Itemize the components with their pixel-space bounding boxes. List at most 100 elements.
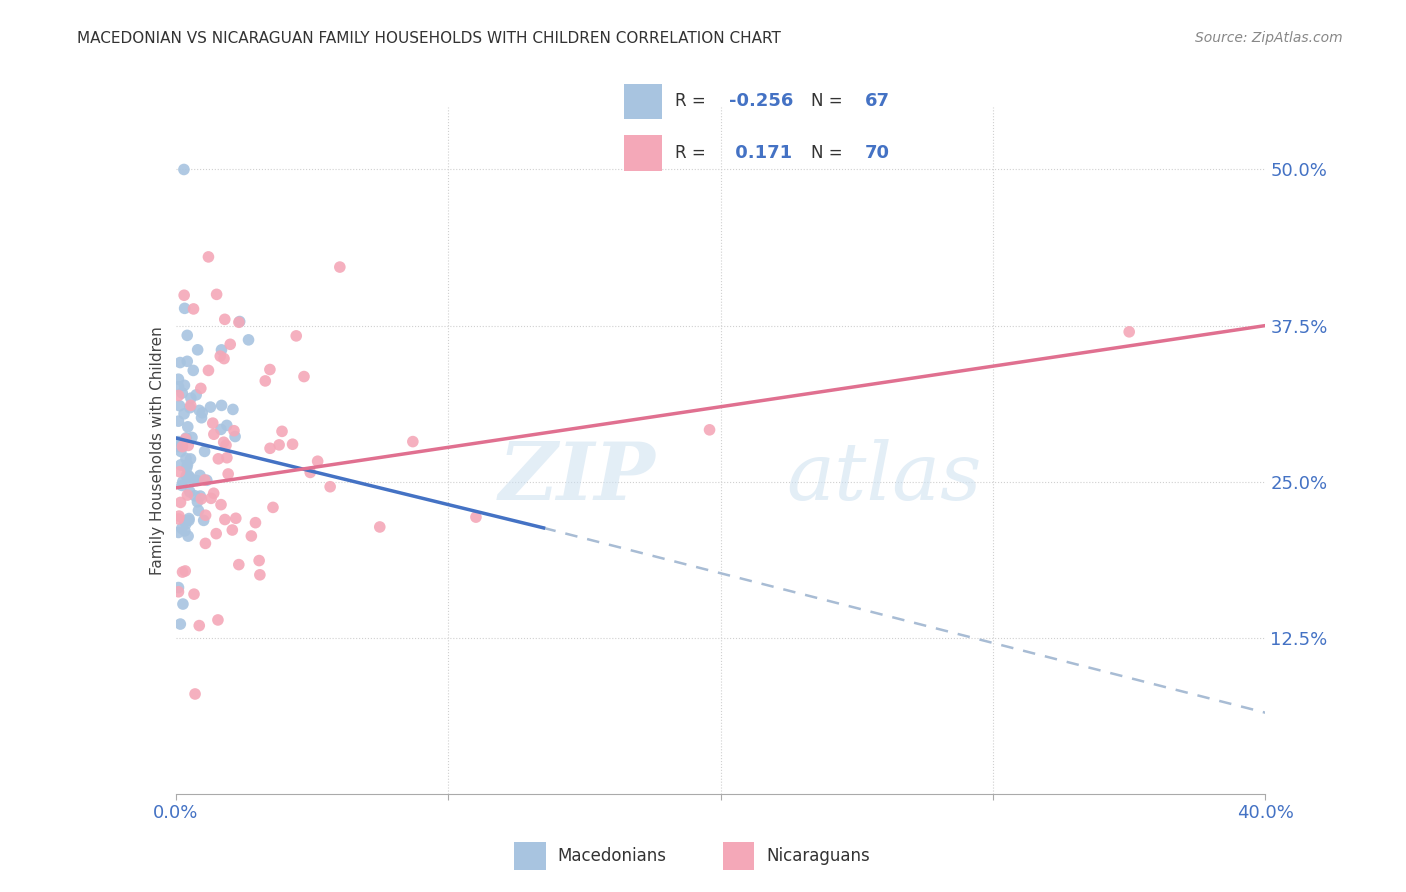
Text: 67: 67 — [865, 93, 890, 111]
Point — [179, 484, 201, 499]
Point — [169, 495, 191, 509]
Point — [249, 567, 271, 582]
Point — [174, 516, 197, 531]
Point — [247, 553, 270, 567]
Point — [176, 460, 198, 475]
Point — [194, 508, 217, 523]
Point — [215, 418, 238, 433]
Point — [197, 250, 219, 264]
Point — [174, 432, 197, 446]
Point — [212, 435, 235, 450]
Point — [173, 514, 195, 528]
Point — [179, 451, 201, 466]
Point — [174, 524, 197, 538]
Point — [211, 398, 233, 412]
Point — [183, 587, 205, 601]
Point — [177, 438, 200, 452]
Point — [181, 363, 204, 377]
Point — [172, 475, 194, 489]
Point — [177, 511, 200, 525]
Point — [173, 288, 195, 302]
Point — [228, 314, 250, 328]
Point — [329, 260, 352, 274]
Text: N =: N = — [811, 93, 848, 111]
Point — [221, 523, 243, 537]
Text: Macedonians: Macedonians — [557, 847, 666, 865]
Point — [207, 613, 229, 627]
Bar — [624, 84, 662, 120]
Point — [319, 480, 342, 494]
Point — [167, 388, 190, 402]
Point — [173, 162, 195, 177]
Point — [167, 509, 190, 524]
Point — [176, 354, 198, 368]
Point — [177, 513, 200, 527]
Point — [174, 451, 197, 466]
Point — [186, 388, 208, 402]
Text: atlas: atlas — [786, 439, 981, 516]
Text: -0.256: -0.256 — [728, 93, 793, 111]
Point — [269, 438, 291, 452]
Point — [214, 312, 236, 326]
Point — [181, 474, 204, 488]
Point — [212, 351, 235, 366]
Bar — [624, 135, 662, 170]
Point — [167, 581, 190, 595]
Point — [170, 444, 193, 458]
Point — [187, 343, 209, 357]
Point — [186, 495, 208, 509]
Point — [186, 474, 208, 488]
Point — [179, 401, 201, 415]
Point — [259, 442, 281, 456]
Point — [174, 431, 197, 445]
Point — [170, 458, 193, 472]
Point — [215, 438, 238, 452]
Point — [240, 529, 263, 543]
Point — [209, 349, 232, 363]
Point — [238, 333, 260, 347]
Point — [292, 369, 315, 384]
Point — [205, 287, 228, 301]
Point — [177, 420, 200, 434]
Point — [217, 467, 239, 481]
Point — [184, 489, 207, 503]
Point — [176, 458, 198, 472]
Point — [225, 511, 247, 525]
Point — [219, 337, 242, 351]
Point — [170, 521, 193, 535]
Point — [167, 434, 190, 449]
Point — [368, 520, 391, 534]
Point — [173, 407, 195, 421]
Point — [222, 402, 245, 417]
Point — [207, 451, 229, 466]
Point — [180, 391, 202, 405]
Point — [271, 425, 294, 439]
Point — [194, 473, 217, 487]
Point — [170, 478, 193, 492]
Point — [180, 398, 202, 412]
Text: Nicaraguans: Nicaraguans — [766, 847, 870, 865]
Point — [169, 465, 191, 479]
Point — [183, 301, 205, 316]
Point — [177, 529, 200, 543]
Point — [194, 536, 217, 550]
Y-axis label: Family Households with Children: Family Households with Children — [149, 326, 165, 574]
Point — [173, 301, 195, 316]
Point — [188, 489, 211, 503]
Point — [209, 498, 232, 512]
Point — [262, 500, 284, 515]
Bar — [723, 842, 754, 870]
Point — [167, 440, 190, 454]
Point — [197, 363, 219, 377]
Point — [211, 343, 233, 357]
Point — [174, 564, 197, 578]
Point — [699, 423, 721, 437]
Point — [167, 512, 190, 526]
Point — [177, 468, 200, 483]
Point — [194, 444, 217, 458]
Text: R =: R = — [675, 93, 711, 111]
Point — [172, 440, 194, 454]
Point — [167, 372, 190, 386]
Point — [169, 399, 191, 413]
Point — [190, 410, 212, 425]
